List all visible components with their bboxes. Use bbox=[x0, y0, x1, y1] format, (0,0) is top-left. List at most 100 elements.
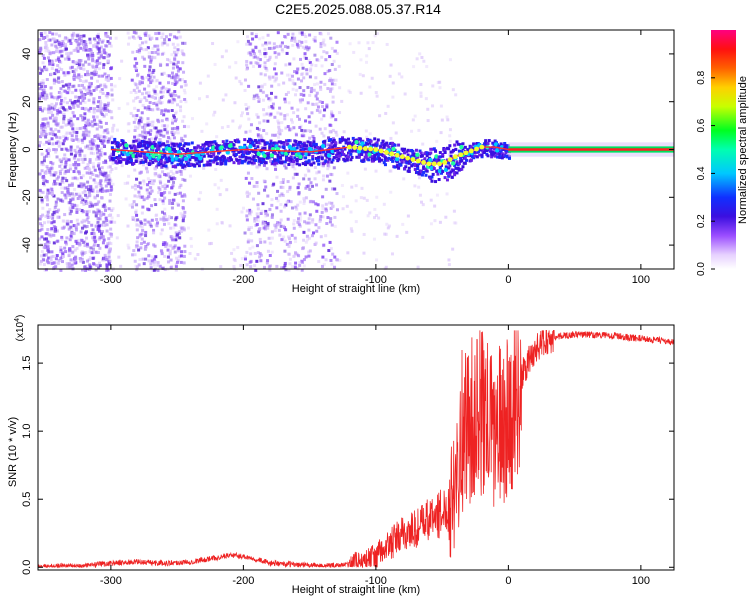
noise-speckle bbox=[274, 133, 278, 137]
noise-speckle bbox=[156, 263, 160, 267]
noise-speckle bbox=[60, 179, 64, 183]
noise-speckle bbox=[92, 152, 96, 156]
noise-speckle bbox=[138, 49, 142, 53]
noise-speckle bbox=[277, 128, 281, 132]
noise-speckle bbox=[135, 177, 139, 181]
noise-speckle bbox=[69, 51, 73, 55]
noise-speckle bbox=[159, 90, 163, 94]
noise-speckle bbox=[331, 100, 335, 104]
noise-speckle bbox=[75, 127, 79, 131]
signal-speckle bbox=[125, 161, 129, 165]
noise-speckle bbox=[264, 212, 268, 216]
noise-speckle bbox=[43, 122, 47, 126]
noise-speckle bbox=[149, 262, 153, 266]
noise-speckle bbox=[105, 54, 109, 58]
noise-speckle bbox=[218, 193, 222, 197]
noise-speckle bbox=[256, 203, 260, 207]
noise-speckle bbox=[240, 257, 244, 261]
noise-speckle bbox=[163, 173, 167, 177]
noise-speckle bbox=[76, 170, 80, 174]
noise-speckle bbox=[341, 207, 345, 211]
noise-speckle bbox=[133, 253, 137, 257]
noise-speckle bbox=[270, 203, 274, 207]
noise-speckle bbox=[175, 202, 179, 206]
signal-speckle bbox=[363, 144, 367, 148]
noise-speckle bbox=[97, 50, 101, 54]
noise-speckle bbox=[51, 216, 55, 220]
noise-speckle bbox=[360, 186, 364, 190]
noise-speckle bbox=[329, 258, 333, 262]
noise-speckle bbox=[246, 240, 250, 244]
noise-speckle bbox=[166, 217, 170, 221]
signal-speckle bbox=[195, 162, 199, 166]
signal-speckle bbox=[406, 159, 410, 163]
signal-speckle bbox=[348, 141, 352, 145]
noise-speckle bbox=[38, 87, 42, 91]
noise-speckle bbox=[49, 127, 53, 131]
signal-speckle bbox=[503, 141, 507, 145]
noise-speckle bbox=[94, 68, 98, 72]
noise-speckle bbox=[276, 135, 280, 139]
noise-speckle bbox=[162, 218, 166, 222]
noise-speckle bbox=[48, 171, 52, 175]
noise-speckle bbox=[137, 121, 141, 125]
noise-speckle bbox=[86, 70, 90, 74]
signal-peak bbox=[429, 165, 434, 171]
noise-speckle bbox=[279, 209, 283, 213]
noise-speckle bbox=[157, 31, 161, 35]
noise-speckle bbox=[94, 73, 98, 77]
noise-speckle bbox=[104, 179, 108, 183]
noise-speckle bbox=[283, 114, 287, 118]
noise-speckle bbox=[302, 32, 306, 36]
signal-speckle bbox=[361, 150, 365, 154]
signal-speckle bbox=[391, 145, 395, 149]
noise-speckle bbox=[83, 265, 87, 269]
signal-speckle bbox=[176, 163, 180, 167]
noise-speckle bbox=[84, 79, 88, 83]
noise-speckle bbox=[38, 188, 42, 192]
noise-speckle bbox=[70, 138, 74, 142]
noise-speckle bbox=[108, 193, 112, 197]
noise-speckle bbox=[147, 259, 151, 263]
noise-speckle bbox=[90, 52, 94, 56]
noise-speckle bbox=[245, 59, 249, 63]
noise-speckle bbox=[41, 129, 45, 133]
signal-speckle bbox=[299, 148, 303, 152]
noise-speckle bbox=[307, 221, 311, 225]
noise-speckle bbox=[179, 212, 183, 216]
signal-speckle bbox=[299, 141, 303, 145]
noise-speckle bbox=[102, 238, 106, 242]
noise-speckle bbox=[303, 173, 307, 177]
noise-speckle bbox=[274, 95, 278, 99]
signal-speckle bbox=[456, 142, 460, 146]
noise-speckle bbox=[277, 228, 281, 232]
signal-speckle bbox=[262, 157, 266, 161]
noise-speckle bbox=[97, 211, 101, 215]
spectrogram-x-tick-label: -300 bbox=[100, 274, 122, 286]
signal-speckle bbox=[284, 158, 288, 162]
noise-speckle bbox=[105, 219, 109, 223]
noise-speckle bbox=[298, 200, 302, 204]
signal-speckle bbox=[171, 165, 175, 169]
noise-speckle bbox=[391, 81, 395, 85]
noise-speckle bbox=[287, 268, 291, 272]
noise-speckle bbox=[232, 248, 236, 252]
noise-speckle bbox=[144, 40, 148, 44]
noise-speckle bbox=[89, 202, 93, 206]
signal-speckle bbox=[425, 154, 429, 158]
noise-speckle bbox=[84, 210, 88, 214]
signal-speckle bbox=[267, 153, 271, 157]
noise-speckle bbox=[252, 52, 256, 56]
noise-speckle bbox=[80, 258, 84, 262]
noise-speckle bbox=[92, 232, 96, 236]
noise-speckle bbox=[75, 40, 79, 44]
noise-speckle bbox=[131, 50, 135, 54]
noise-speckle bbox=[66, 39, 70, 43]
signal-peak bbox=[304, 151, 309, 157]
noise-speckle bbox=[153, 96, 157, 100]
noise-speckle bbox=[133, 64, 137, 68]
noise-speckle bbox=[39, 222, 43, 226]
noise-speckle bbox=[150, 79, 154, 83]
noise-speckle bbox=[179, 105, 183, 109]
noise-speckle bbox=[157, 190, 161, 194]
